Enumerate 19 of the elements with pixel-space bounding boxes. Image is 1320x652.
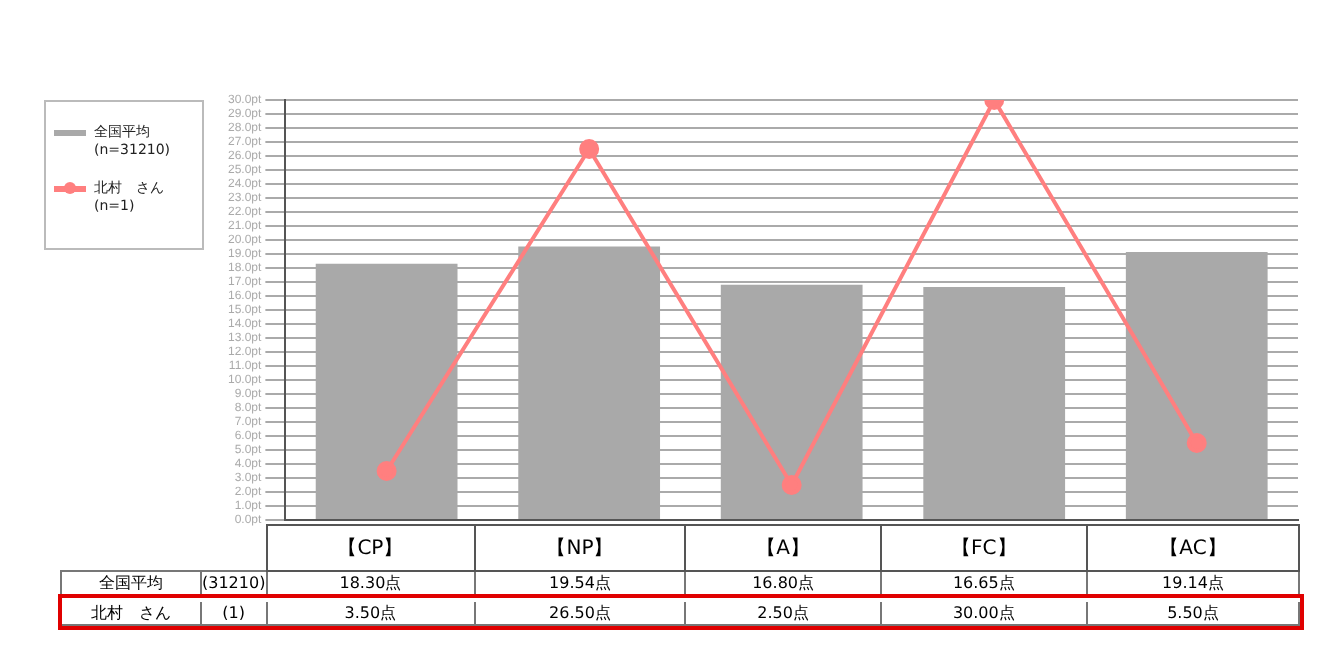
data-label: 19.54点 [474,571,686,598]
x-tick-label: 【AC】 [1086,525,1299,571]
data-label: 26.50点 [474,598,686,625]
data-label: 18.30点 [266,571,475,598]
x-tick-label: 【CP】 [266,525,475,571]
data-label: 19.14点 [1086,571,1299,598]
text: 北村 さん [61,598,201,625]
data-label: 3.50点 [266,598,475,625]
data-label: 16.65点 [880,571,1087,598]
text: 全国平均 [61,571,201,598]
data-label: 2.50点 [685,598,881,625]
x-tick-label: 【FC】 [880,525,1087,571]
data-label: 5.50点 [1086,598,1299,625]
x-tick-label: 【NP】 [474,525,686,571]
x-tick-label: 【A】 [685,525,881,571]
text: (31210) [201,571,267,598]
data-label: 30.00点 [880,598,1087,625]
text: (1) [201,598,267,625]
data-label: 16.80点 [685,571,881,598]
